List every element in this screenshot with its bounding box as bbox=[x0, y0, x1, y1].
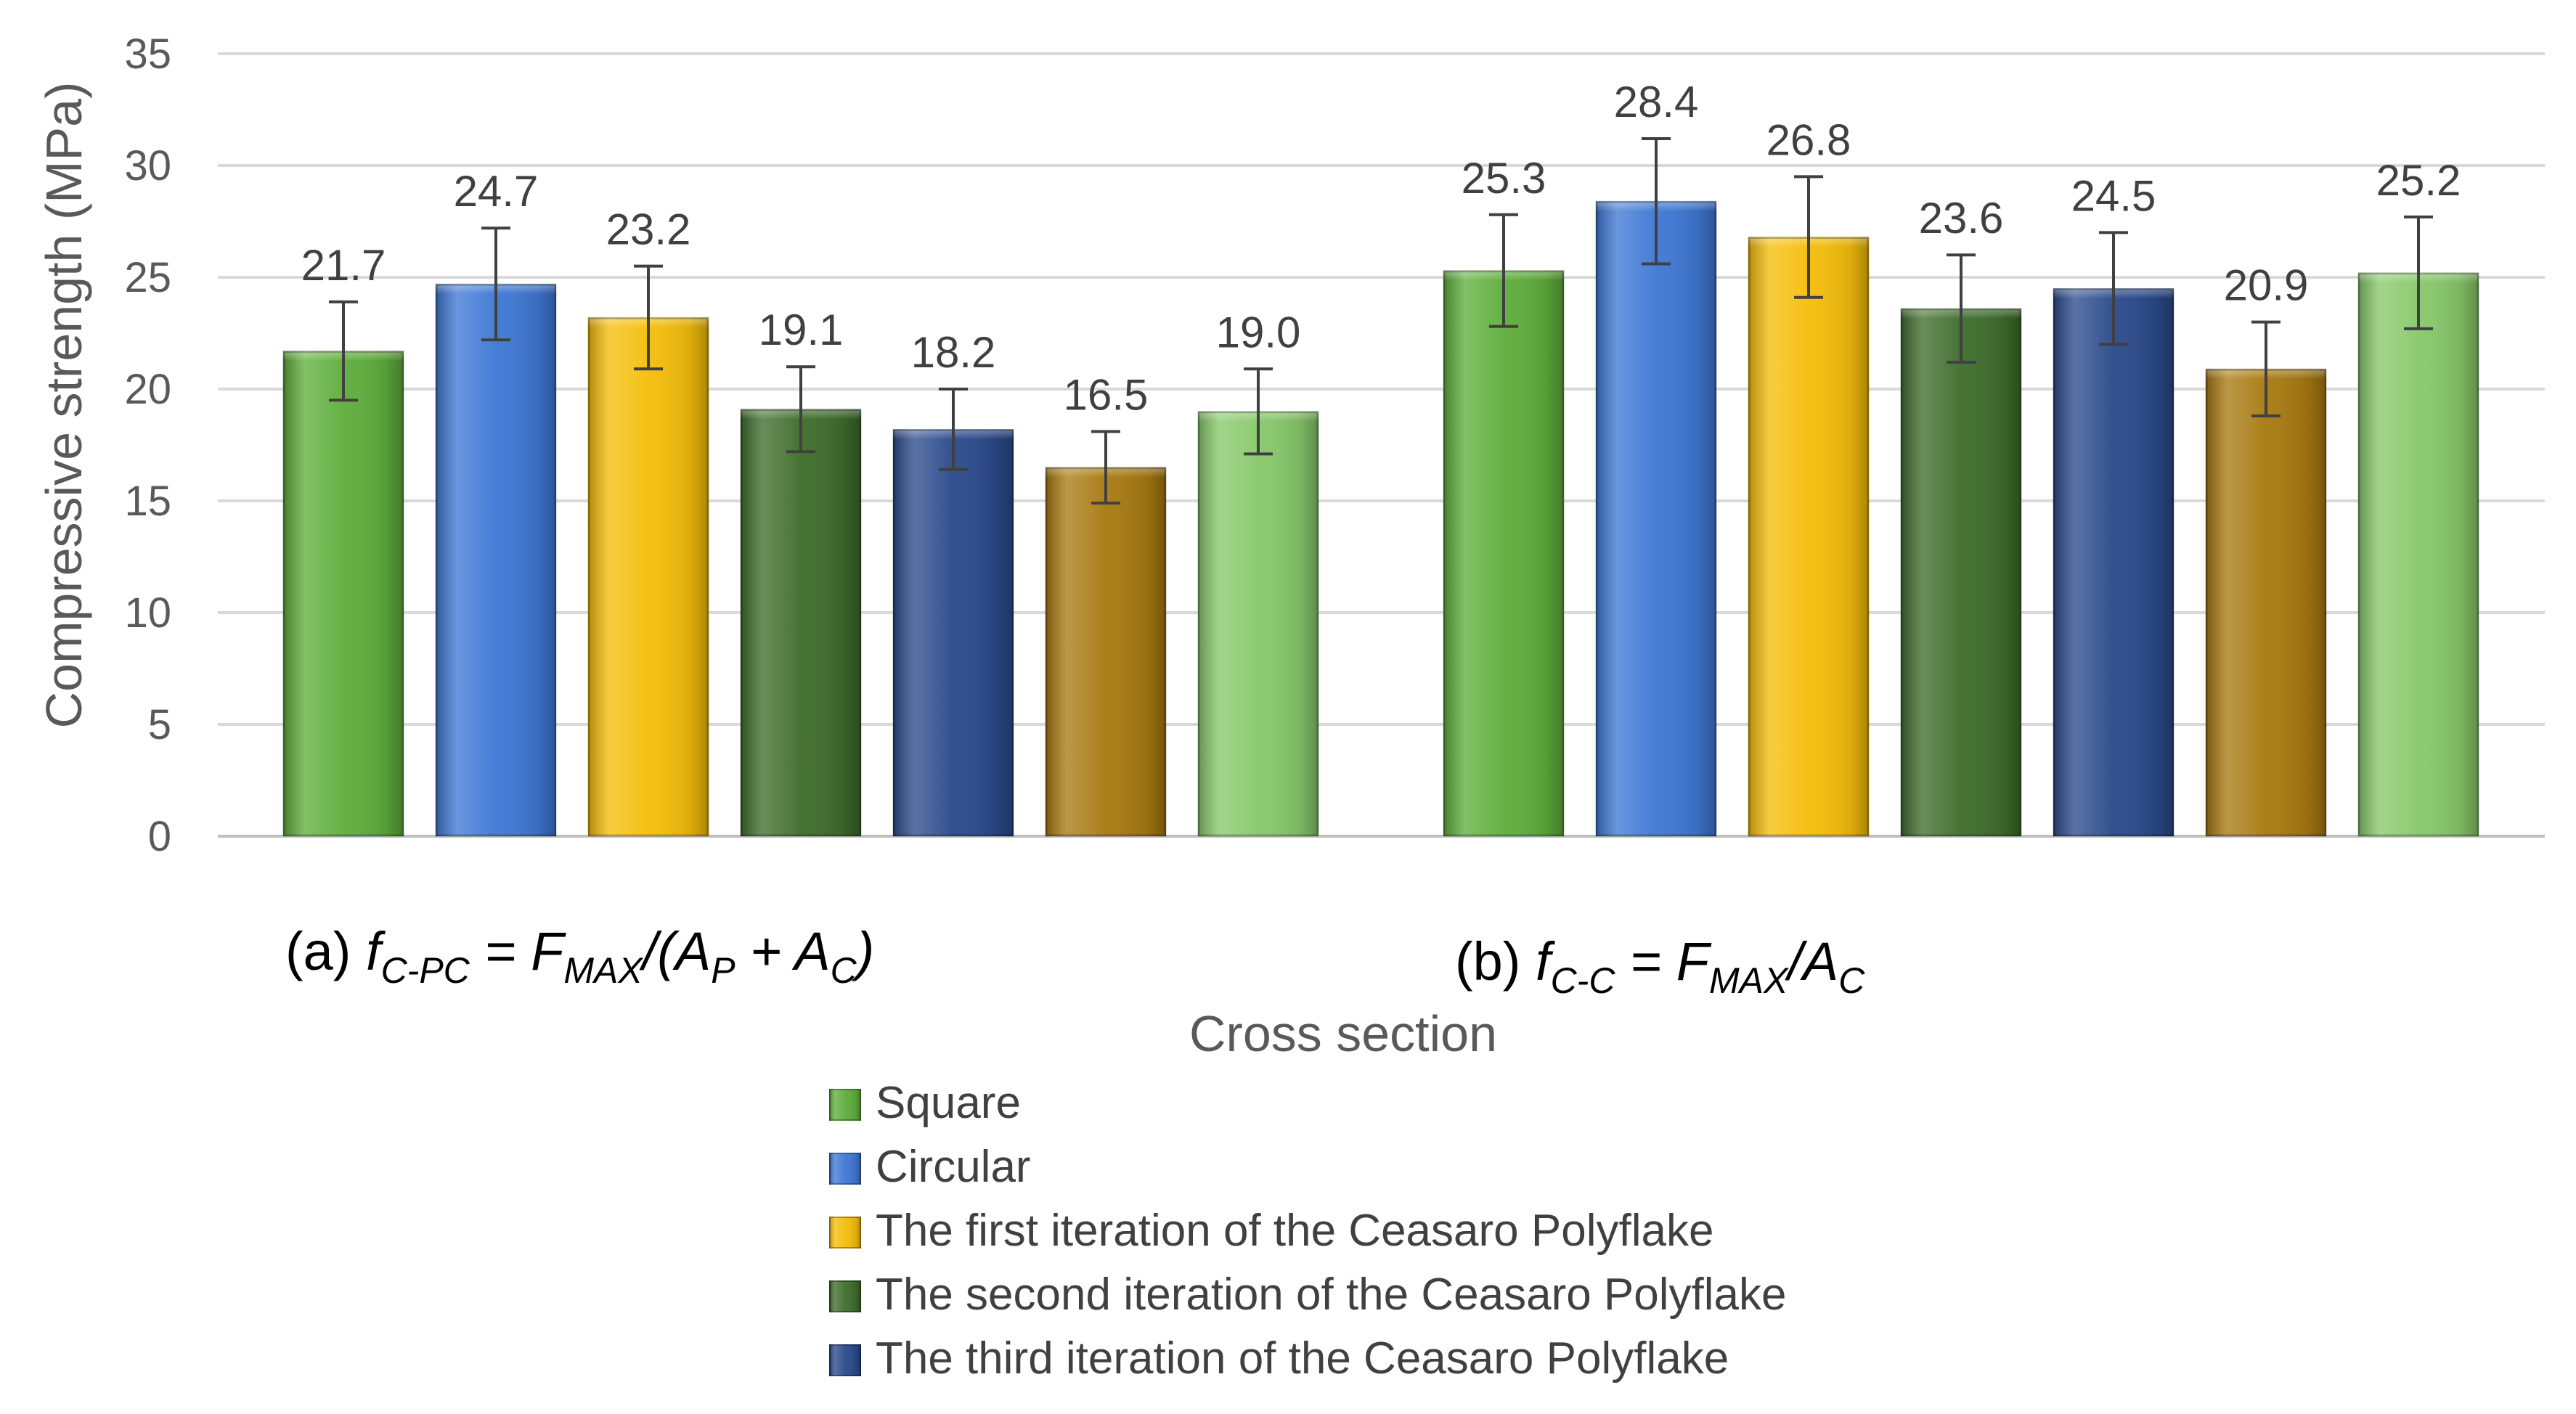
y-tick-label: 25 bbox=[124, 254, 171, 301]
error-bar bbox=[329, 300, 358, 402]
y-tick-label: 30 bbox=[124, 142, 171, 189]
bar bbox=[892, 428, 1014, 837]
group-labels: (a) fC-PC = FMAX/(AP + AC) (b) fC-C = FMA… bbox=[285, 921, 1865, 1001]
error-bar bbox=[634, 264, 663, 371]
error-bars bbox=[329, 137, 2433, 505]
bar bbox=[435, 283, 557, 837]
data-label: 21.7 bbox=[301, 241, 386, 290]
error-bar bbox=[1794, 175, 1823, 299]
error-bar bbox=[1642, 137, 1671, 266]
error-bar bbox=[1091, 430, 1120, 505]
gridlines bbox=[218, 52, 2545, 838]
x-axis-title: Cross section bbox=[1189, 1005, 1497, 1062]
bar bbox=[740, 409, 862, 837]
data-label: 25.2 bbox=[2376, 156, 2461, 205]
bar bbox=[2053, 287, 2174, 837]
error-bar bbox=[2404, 215, 2433, 330]
group-label: (a) fC-PC = FMAX/(AP + AC) bbox=[285, 921, 874, 991]
bar bbox=[1045, 467, 1167, 837]
error-bar bbox=[939, 388, 968, 471]
bar bbox=[1748, 237, 1870, 837]
error-bar bbox=[481, 226, 510, 342]
bar bbox=[1900, 308, 2022, 837]
y-tick-label: 5 bbox=[148, 701, 171, 748]
bar bbox=[1443, 270, 1565, 837]
data-label: 18.2 bbox=[911, 328, 996, 377]
data-labels: 21.7 25.3 24.7 28.4 23.2 26.8 19.1 23.6 18.2 24.5… bbox=[301, 78, 2461, 419]
bar bbox=[282, 351, 404, 837]
legend-label: The first iteration of the Ceasaro Polyf… bbox=[876, 1206, 1713, 1256]
data-label: 16.5 bbox=[1064, 371, 1149, 420]
error-bar bbox=[786, 365, 815, 454]
error-bar bbox=[1244, 367, 1273, 456]
bar bbox=[587, 316, 709, 837]
legend-item: Circular bbox=[829, 1142, 1031, 1192]
bar bbox=[2357, 272, 2479, 837]
bar bbox=[2205, 368, 2327, 837]
legend-item: The second iteration of the Ceasaro Poly… bbox=[829, 1270, 1787, 1320]
data-label: 24.5 bbox=[2071, 171, 2156, 220]
y-tick-label: 0 bbox=[148, 813, 171, 860]
legend-item: The third iteration of the Ceasaro Polyf… bbox=[829, 1333, 1729, 1384]
data-label: 28.4 bbox=[1614, 78, 1699, 126]
error-bar bbox=[2099, 231, 2128, 346]
bar bbox=[1197, 411, 1319, 837]
legend-label: Square bbox=[876, 1078, 1021, 1128]
y-tick-label: 10 bbox=[124, 589, 171, 637]
data-label: 25.3 bbox=[1462, 154, 1546, 203]
legend-item: The first iteration of the Ceasaro Polyf… bbox=[829, 1206, 1713, 1256]
data-label: 19.1 bbox=[759, 306, 844, 354]
y-tick-label: 20 bbox=[124, 366, 171, 413]
legend-label: The second iteration of the Ceasaro Poly… bbox=[876, 1270, 1787, 1320]
data-label: 23.2 bbox=[606, 205, 691, 254]
data-label: 19.0 bbox=[1216, 308, 1301, 356]
error-bar bbox=[1947, 253, 1976, 364]
y-tick-label: 15 bbox=[124, 478, 171, 525]
bar bbox=[1595, 200, 1717, 837]
data-label: 24.7 bbox=[454, 167, 539, 216]
legend-label: Circular bbox=[876, 1142, 1031, 1192]
legend-label: The third iteration of the Ceasaro Polyf… bbox=[876, 1333, 1729, 1384]
legend: Square Circular The first iteration of the… bbox=[829, 1078, 1787, 1384]
data-label: 20.9 bbox=[2224, 261, 2309, 310]
bars bbox=[282, 200, 2479, 837]
group-label: (b) fC-C = FMAX/AC bbox=[1455, 931, 1865, 1001]
y-axis-title: Compressive strength (MPa) bbox=[36, 82, 92, 729]
error-bar bbox=[1489, 213, 1518, 328]
data-label: 23.6 bbox=[1919, 194, 2004, 242]
y-tick-label: 35 bbox=[124, 30, 171, 78]
error-bar bbox=[2251, 320, 2281, 417]
legend-item: Square bbox=[829, 1078, 1021, 1128]
data-label: 26.8 bbox=[1766, 115, 1851, 164]
y-axis-ticks: 0 5 10 15 20 25 30 35 bbox=[124, 30, 171, 860]
